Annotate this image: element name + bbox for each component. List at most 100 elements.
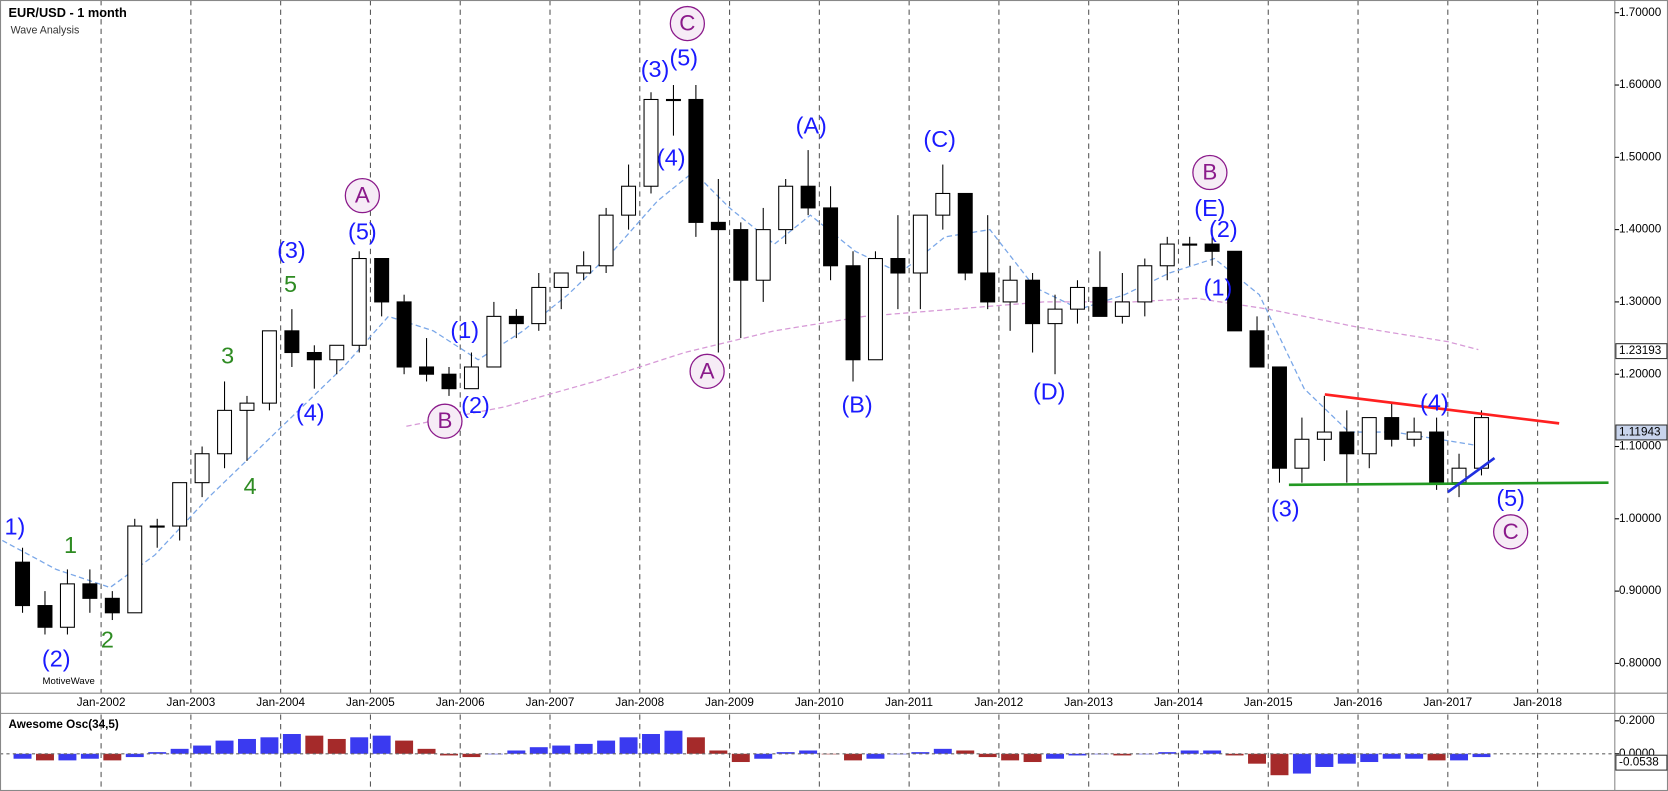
candle-body [149, 525, 165, 528]
candle-body [1249, 330, 1265, 368]
oscillator-bar [305, 735, 324, 754]
oscillator-bar [462, 753, 481, 758]
wave-label: (A) [796, 112, 827, 138]
x-tick-label: Jan-2018 [1513, 696, 1562, 709]
oscillator-bar [1337, 753, 1356, 764]
candle-body [1294, 438, 1310, 469]
oscillator-bar [866, 753, 885, 759]
candle-body [643, 98, 659, 187]
wave-label: (3) [1271, 496, 1300, 522]
x-tick-label: Jan-2017 [1423, 696, 1472, 709]
y-tick-label: 0.80000 [1619, 656, 1662, 669]
candle-body [531, 286, 547, 325]
trendline [1447, 457, 1496, 494]
candle-body [1271, 366, 1287, 469]
candle-body [598, 214, 614, 267]
wave-label: (2) [42, 645, 71, 671]
price-label-box [1615, 343, 1668, 360]
y-tick-label: 0.90000 [1619, 584, 1662, 597]
candle-body [374, 258, 390, 303]
candle-body [1069, 286, 1085, 310]
oscillator-bar [125, 753, 144, 758]
price-label: 1.11943 [1619, 426, 1660, 439]
candle-body [396, 301, 412, 368]
candle-body [82, 583, 98, 599]
candle-body [284, 330, 300, 354]
oscillator-bar [597, 740, 616, 754]
wave-label: (3) [277, 237, 306, 263]
candle-body [957, 192, 973, 274]
oscillator-bar [1225, 753, 1244, 756]
oscillator-bar [754, 753, 773, 759]
candle-body [553, 272, 569, 288]
candle-body [845, 265, 861, 361]
oscillator-bar [1270, 753, 1289, 776]
y-tick-label: 1.30000 [1619, 295, 1662, 308]
oscillator-bar [372, 735, 391, 754]
wave-label: (E) [1194, 195, 1225, 221]
wave-label: (2) [1209, 216, 1238, 242]
x-tick-label: Jan-2008 [615, 696, 664, 709]
oscillator-bar [36, 753, 54, 761]
oscillator-bar [776, 752, 795, 754]
candle-body [733, 229, 749, 281]
oscillator-bar [731, 753, 750, 763]
oscillator-bar [507, 750, 526, 754]
wave-label: (1) [450, 317, 479, 343]
oscillator-bar [1292, 753, 1311, 774]
wave-circle [427, 403, 463, 439]
price-label-box [1615, 424, 1668, 441]
wave-label: (4) [1420, 389, 1449, 415]
candle-body [306, 351, 322, 361]
wave-label: A [355, 183, 370, 208]
candle-body [104, 597, 120, 614]
oscillator-bar [80, 753, 99, 759]
oscillator-bar [686, 737, 705, 754]
candle-body [890, 258, 906, 274]
oscillator-bar [1046, 753, 1065, 759]
x-tick-label: Jan-2007 [526, 696, 575, 709]
wave-label: C [679, 11, 695, 36]
current-value-box [1615, 754, 1668, 771]
oscillator-bar [911, 752, 930, 754]
y-tick-label: 1.00000 [1619, 512, 1662, 525]
oscillator-bar [58, 753, 77, 761]
oscillator-bar [1472, 753, 1491, 758]
candle-body [778, 185, 794, 231]
candle-body [463, 366, 479, 390]
wave-label: (5) [1496, 485, 1525, 511]
wave-circle [669, 5, 706, 42]
candle-body [239, 402, 255, 411]
wave-label: C [1503, 519, 1519, 544]
candle-body [508, 315, 524, 325]
oscillator-bar [1203, 750, 1222, 754]
x-tick-label: Jan-2016 [1334, 696, 1383, 709]
x-tick-label: Jan-2015 [1244, 696, 1293, 709]
candle-body [980, 272, 996, 303]
candle-body [1204, 243, 1220, 252]
oscillator-bar [619, 737, 638, 754]
oscillator-bar [933, 748, 952, 754]
candle-body [621, 185, 637, 216]
moving-average [406, 297, 1479, 427]
y-tick-label: 1.40000 [1619, 223, 1662, 236]
trendline [1324, 393, 1560, 425]
oscillator-bar [440, 753, 458, 756]
oscillator-bar [1405, 753, 1424, 759]
wave-circle [689, 353, 725, 389]
oscillator-bar [193, 745, 212, 754]
candle-body [1159, 243, 1175, 267]
candle-body [1339, 431, 1355, 455]
candle-body [665, 98, 681, 102]
oscillator-bar [103, 753, 122, 761]
wave-label: (B) [841, 392, 872, 418]
wave-label: B [1202, 159, 1217, 184]
oscillator-bar [956, 750, 975, 754]
candle-body [935, 192, 951, 216]
oscillator-bar [350, 737, 369, 754]
x-tick-label: Jan-2006 [436, 696, 485, 709]
oscillator-bar [799, 750, 818, 754]
candle-body [1316, 431, 1332, 440]
